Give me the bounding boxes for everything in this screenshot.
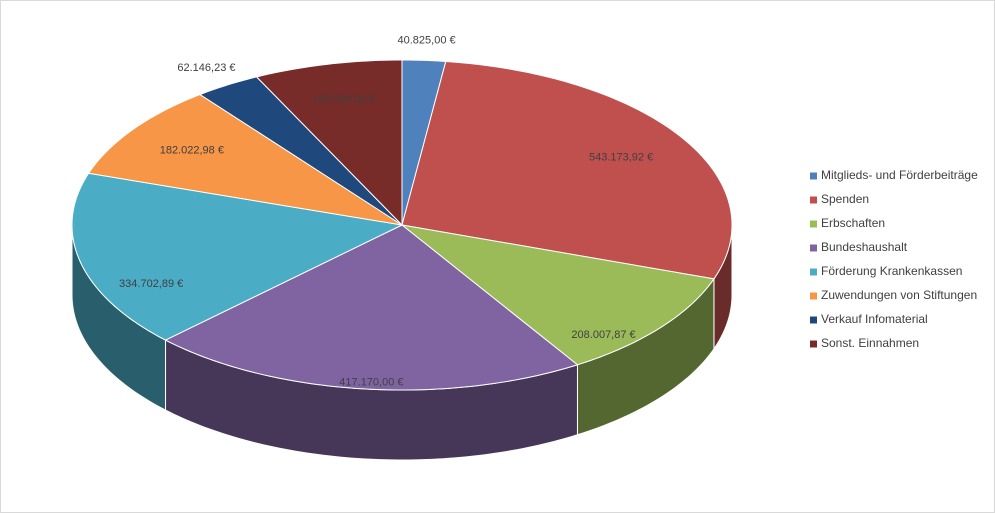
slice — [401, 224, 715, 366]
legend-swatch — [810, 268, 817, 276]
legend-label: Förderung Krankenkassen — [821, 264, 962, 278]
data-label: 417.170,00 € — [339, 377, 403, 389]
legend-swatch — [810, 172, 817, 180]
slice — [87, 93, 403, 226]
data-label: 334.702,89 € — [119, 278, 183, 290]
legend-label: Verkauf Infomaterial — [821, 312, 928, 326]
legend-label: Erbschaften — [821, 216, 885, 230]
legend-swatch — [810, 244, 817, 252]
legend-swatch — [810, 316, 817, 324]
legend-swatch — [810, 340, 817, 348]
data-label: 182.022,98 € — [160, 145, 224, 157]
slice — [255, 59, 403, 227]
slice — [164, 224, 579, 391]
legend-label: Sonst. Einnahmen — [821, 336, 919, 350]
legend-swatch — [810, 220, 817, 228]
legend-label: Mitglieds- und Förderbeiträge — [821, 168, 978, 182]
data-label: 208.007,87 € — [571, 329, 635, 341]
data-label: 140.000,00 € — [312, 94, 376, 106]
slice — [198, 76, 403, 226]
legend-label: Spenden — [821, 192, 869, 206]
data-label: 543.173,92 € — [589, 151, 653, 163]
slice — [71, 172, 404, 341]
legend-swatch — [810, 196, 817, 204]
legend-label: Bundeshaushalt — [821, 240, 908, 254]
legend-swatch — [810, 292, 817, 300]
slice — [401, 60, 733, 280]
legend-label: Zuwendungen von Stiftungen — [821, 288, 977, 302]
data-label: 40.825,00 € — [398, 35, 456, 47]
data-label: 62.146,23 € — [177, 62, 235, 74]
